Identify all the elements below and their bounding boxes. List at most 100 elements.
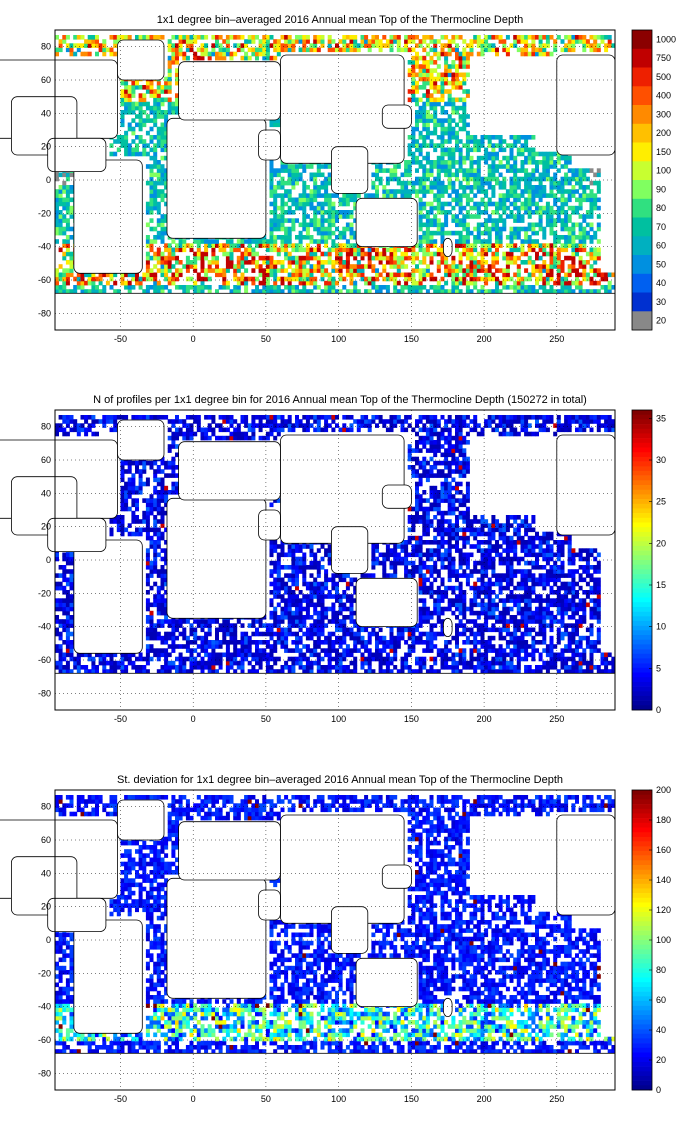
data-cell <box>589 644 594 649</box>
data-cell <box>520 239 525 244</box>
data-cell <box>440 51 445 57</box>
data-cell <box>316 243 321 248</box>
data-cell <box>382 285 387 290</box>
data-cell <box>342 648 347 653</box>
data-cell <box>309 247 314 253</box>
data-cell <box>378 272 383 278</box>
data-cell <box>313 606 318 612</box>
data-cell <box>273 43 278 48</box>
data-cell <box>560 39 565 44</box>
data-cell <box>589 247 594 253</box>
data-cell <box>502 652 507 658</box>
data-cell <box>429 39 434 44</box>
data-cell <box>153 631 158 637</box>
data-cell <box>538 665 543 670</box>
data-cell <box>465 135 470 140</box>
data-cell <box>582 39 587 44</box>
data-cell <box>400 185 405 190</box>
data-cell <box>571 210 576 215</box>
data-cell <box>265 247 270 253</box>
data-cell <box>189 285 194 290</box>
data-cell <box>575 660 579 666</box>
data-cell <box>55 665 59 670</box>
data-cell <box>342 264 347 269</box>
data-cell <box>175 656 179 662</box>
data-cell <box>287 627 292 633</box>
data-cell <box>502 615 507 620</box>
data-cell <box>331 243 336 248</box>
data-cell <box>462 118 467 123</box>
data-cell <box>280 264 285 269</box>
data-cell <box>222 251 227 257</box>
data-cell <box>225 623 230 628</box>
data-cell <box>447 51 452 57</box>
data-cell <box>520 260 525 265</box>
data-cell <box>305 289 310 294</box>
data-cell <box>364 276 369 282</box>
data-cell <box>502 627 507 633</box>
data-cell <box>418 226 423 232</box>
data-cell <box>564 669 569 674</box>
data-cell <box>342 602 347 608</box>
data-cell <box>287 260 292 265</box>
data-cell <box>353 230 358 236</box>
data-cell <box>178 652 183 658</box>
data-cell <box>411 35 416 40</box>
data-cell <box>142 289 147 294</box>
land-shape <box>330 146 369 194</box>
data-cell <box>382 635 387 641</box>
data-cell <box>549 268 554 273</box>
data-cell <box>120 665 125 670</box>
data-cell <box>418 180 423 186</box>
data-cell <box>560 615 565 620</box>
data-cell <box>164 610 169 616</box>
data-cell <box>589 47 594 53</box>
data-cell <box>411 139 416 144</box>
data-cell <box>164 606 169 612</box>
data-cell <box>65 272 70 278</box>
data-cell <box>505 264 510 269</box>
data-cell <box>185 55 190 61</box>
data-cell <box>527 147 532 153</box>
data-cell <box>465 201 470 207</box>
data-cell <box>298 201 303 207</box>
data-cell <box>513 185 518 190</box>
data-cell <box>487 35 492 40</box>
data-cell <box>273 615 278 620</box>
data-cell <box>320 619 325 624</box>
data-cell <box>138 110 143 115</box>
data-cell <box>513 176 518 182</box>
data-cell <box>251 669 256 674</box>
data-cell <box>320 185 325 190</box>
data-cell <box>262 243 267 248</box>
data-cell <box>462 214 467 219</box>
data-cell <box>353 285 358 290</box>
data-cell <box>513 214 518 219</box>
data-cell <box>589 201 594 207</box>
data-cell <box>451 172 456 178</box>
data-cell <box>484 623 489 628</box>
data-cell <box>353 648 358 653</box>
data-cell <box>58 222 63 228</box>
data-cell <box>516 255 521 261</box>
data-cell <box>538 197 543 203</box>
data-cell <box>345 272 350 278</box>
data-cell <box>244 55 249 61</box>
data-cell <box>171 43 176 48</box>
data-cell <box>313 610 318 616</box>
data-cell <box>473 272 478 278</box>
data-cell <box>393 260 398 265</box>
data-cell <box>327 652 332 658</box>
data-cell <box>120 101 125 107</box>
data-cell <box>462 665 467 670</box>
data-cell <box>538 214 543 219</box>
data-cell <box>513 272 518 278</box>
data-cell <box>436 247 441 253</box>
data-cell <box>189 47 194 53</box>
data-cell <box>520 218 525 223</box>
data-cell <box>505 205 510 211</box>
data-cell <box>138 276 143 282</box>
data-cell <box>320 35 325 40</box>
data-cell <box>542 185 547 190</box>
data-cell <box>578 260 583 265</box>
